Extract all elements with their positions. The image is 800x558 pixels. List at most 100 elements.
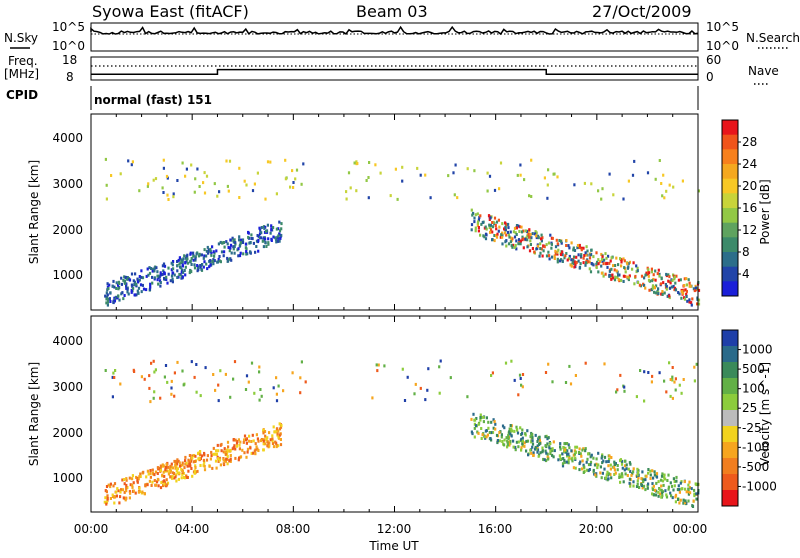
velocity-cell [148, 479, 151, 483]
power-ylabel: Slant Range [km] [27, 160, 41, 264]
power-cell [292, 186, 295, 189]
velocity-cell [122, 496, 125, 500]
power-cell [583, 181, 586, 185]
velocity-cell [519, 426, 522, 430]
velocity-cell [564, 381, 568, 384]
power-cell [688, 300, 691, 304]
power-cell [159, 271, 162, 275]
power-cell [486, 189, 489, 193]
power-cell [507, 222, 510, 226]
velocity-cell [509, 439, 512, 443]
velocity-cell [111, 395, 114, 399]
power-cell [247, 231, 250, 235]
velocity-cell [641, 470, 644, 474]
velocity-cell [277, 384, 280, 388]
velocity-cell [252, 451, 255, 455]
power-cell [595, 262, 598, 266]
power-cell [505, 244, 508, 248]
power-cell [519, 173, 522, 177]
velocity-cell [520, 437, 523, 441]
power-cell [650, 270, 653, 274]
velocity-cell [124, 498, 127, 502]
velocity-cell [549, 449, 552, 453]
velocity-cell [649, 477, 652, 480]
power-cell [597, 270, 600, 274]
velocity-y-axis: 1000 2000 3000 4000 [52, 334, 83, 485]
velocity-cell [533, 447, 537, 451]
velocity-cell [595, 462, 598, 466]
power-cell [685, 283, 688, 287]
noise-tick-lo-left: 10^0 [52, 39, 85, 53]
power-cell [612, 276, 615, 280]
velocity-cell [375, 363, 378, 367]
velocity-cell [227, 449, 230, 453]
velocity-cell [619, 459, 622, 463]
velocity-cell [646, 486, 649, 490]
velocity-cell [517, 445, 520, 449]
velocity-cell [135, 475, 138, 479]
colorbar-swatch [722, 474, 738, 491]
power-cell [242, 252, 245, 256]
power-cell [522, 237, 525, 241]
velocity-cell [562, 446, 565, 449]
velocity-cell [260, 394, 263, 398]
power-cell [188, 271, 191, 275]
power-cell [180, 276, 183, 280]
power-cell [121, 291, 124, 295]
velocity-cell [510, 434, 513, 438]
power-cell [289, 185, 292, 189]
power-cell [547, 168, 550, 172]
power-cell [652, 273, 655, 277]
power-cell [620, 260, 623, 264]
colorbar-tick-label: -500 [742, 460, 769, 474]
power-cell [686, 299, 689, 303]
noise-right-label: N.Search [746, 31, 800, 45]
velocity-cell [661, 479, 665, 483]
velocity-cell [173, 371, 176, 375]
velocity-cell [129, 491, 132, 495]
velocity-cell [563, 448, 566, 452]
power-cell [147, 182, 150, 186]
velocity-cell [171, 475, 174, 478]
velocity-cell [593, 472, 596, 476]
velocity-cell [195, 390, 198, 394]
power-cell [142, 287, 146, 291]
velocity-cell [578, 451, 581, 454]
velocity-cell [401, 367, 404, 371]
velocity-cell [233, 360, 237, 364]
power-cell [653, 286, 656, 290]
velocity-cell [613, 468, 616, 472]
velocity-cell [229, 454, 232, 457]
velocity-cell [610, 476, 613, 480]
velocity-cell [600, 456, 603, 460]
power-cell [524, 237, 527, 241]
velocity-cell [199, 453, 202, 457]
velocity-cell [674, 500, 677, 504]
power-cell [140, 269, 143, 273]
colorbar-swatch [722, 410, 738, 427]
power-cell [185, 167, 188, 171]
velocity-cell [210, 450, 213, 454]
power-cell [145, 274, 148, 278]
velocity-cell [247, 380, 250, 384]
power-cell [151, 281, 154, 285]
power-cell [488, 223, 491, 227]
velocity-cell [578, 462, 581, 466]
velocity-cell [243, 438, 246, 442]
velocity-cell [105, 485, 109, 488]
power-cell [627, 262, 630, 266]
velocity-cell [226, 440, 230, 444]
power-cell [495, 234, 498, 238]
date-title: 27/Oct/2009 [592, 2, 692, 21]
power-cell [628, 260, 631, 264]
power-cell [620, 278, 623, 282]
power-cell [588, 260, 591, 264]
power-cell [494, 224, 497, 227]
velocity-cell [159, 396, 162, 400]
colorbar-swatch [722, 394, 738, 411]
velocity-cell [111, 493, 114, 497]
noise-series [90, 25, 699, 36]
power-cell [568, 254, 571, 258]
power-cell [575, 255, 578, 259]
velocity-cell [191, 454, 194, 458]
